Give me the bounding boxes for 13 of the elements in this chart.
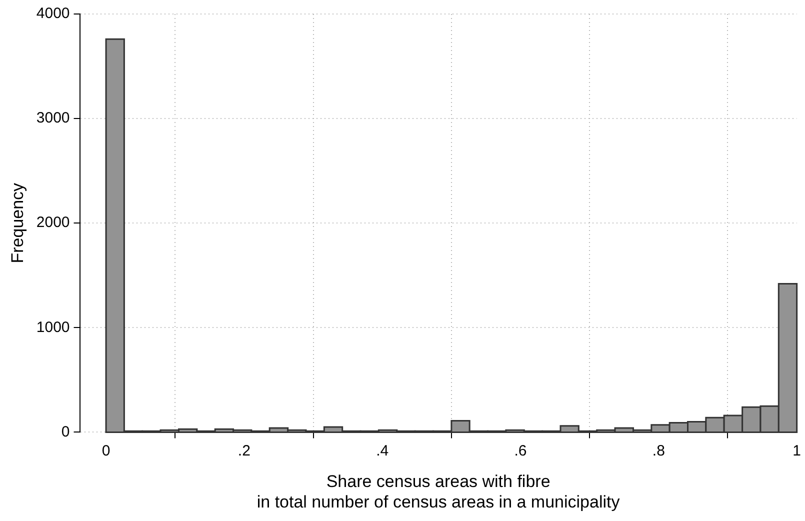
- x-tick-label: .6: [514, 442, 527, 460]
- x-tick-label: .8: [652, 442, 665, 460]
- y-tick-label: 4000: [36, 5, 70, 22]
- x-axis-title: Share census areas with fibre in total number of census areas in a municipality: [256, 472, 620, 512]
- x-tick-label: 1: [792, 442, 801, 460]
- x-tick-label: .4: [376, 442, 389, 460]
- y-axis-title: Frequency: [8, 182, 27, 264]
- y-tick-label: 2000: [36, 214, 70, 232]
- y-tick-label: 3000: [36, 110, 70, 127]
- y-tick-label: 1000: [36, 318, 70, 336]
- x-tick-label: 0: [102, 442, 110, 460]
- y-tick-label: 0: [61, 423, 70, 440]
- x-tick-label: .2: [238, 442, 250, 460]
